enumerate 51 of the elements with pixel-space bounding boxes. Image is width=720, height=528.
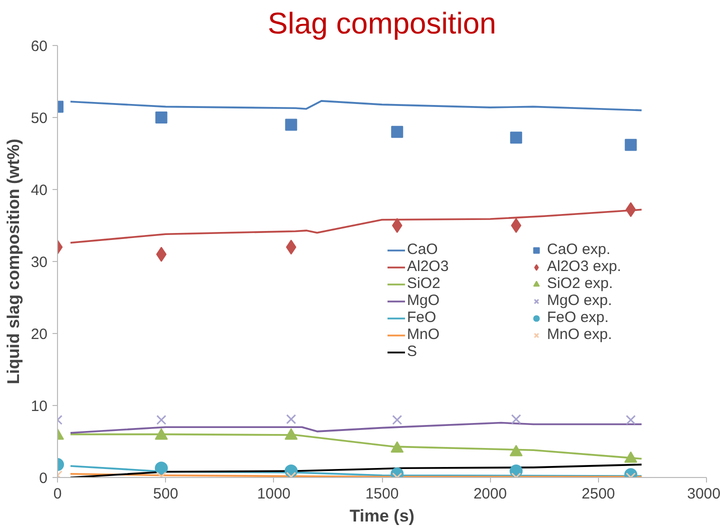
point (391, 126, 404, 138)
legend-label: MnO exp. (547, 326, 612, 343)
x-tick-label: 500 (153, 486, 178, 502)
point (156, 414, 166, 425)
x-tick-label: 2000 (473, 486, 507, 502)
legend-label: MgO exp. (547, 292, 612, 309)
y-tick-label: 50 (30, 110, 48, 127)
point (392, 414, 402, 425)
point (155, 112, 168, 124)
legend-label: MgO (407, 292, 440, 309)
legend-label: SiO2 (407, 275, 440, 292)
point (392, 218, 402, 233)
y-tick-label: 10 (30, 398, 48, 415)
point (156, 246, 167, 262)
y-tick-label: 60 (30, 38, 48, 55)
x-tick-label: 0 (53, 486, 62, 502)
legend-label: CaO exp. (547, 241, 610, 258)
chart-title: Slag composition (268, 8, 496, 40)
legend-label: Al2O3 exp. (547, 258, 622, 275)
x-axis-title: Time (s) (350, 506, 414, 526)
line-series (70, 100, 642, 112)
y-tick-label: 20 (30, 326, 48, 343)
y-tick-label: 30 (30, 254, 48, 271)
point (510, 132, 522, 144)
y-axis-title: Liquid slag composition (wt%) (4, 138, 23, 384)
point (390, 441, 404, 453)
point (154, 428, 168, 440)
y-tick-label: 0 (39, 470, 48, 487)
point (510, 218, 522, 233)
x-tick-label: 2500 (582, 486, 616, 502)
line-series (70, 422, 642, 434)
point (286, 414, 296, 424)
point (510, 444, 523, 456)
point (624, 451, 638, 463)
point (284, 428, 298, 440)
point (285, 118, 298, 131)
legend-label: FeO (407, 309, 436, 326)
x-tick-label: 1500 (365, 486, 399, 502)
y-tick-label: 40 (30, 182, 48, 199)
x-tick-label: 1000 (257, 486, 291, 502)
legend-label: FeO exp. (547, 309, 609, 326)
point (626, 414, 636, 425)
legend-label: Al2O3 (407, 258, 449, 275)
point (511, 414, 522, 424)
legend-label: SiO2 exp. (547, 275, 613, 292)
x-tick-label: 3000 (687, 486, 720, 502)
legend-label: MnO (407, 326, 440, 343)
legend-label: CaO (407, 241, 438, 258)
point (286, 240, 296, 255)
point (624, 138, 637, 151)
legend-label: S (407, 343, 418, 360)
